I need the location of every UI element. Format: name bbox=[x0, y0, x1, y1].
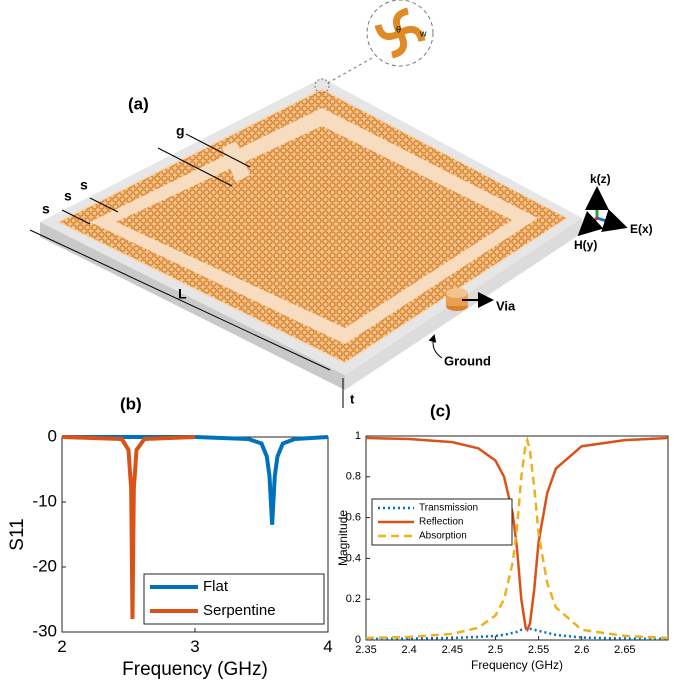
x-tick-label: 2.45 bbox=[442, 644, 463, 656]
x-tick-label: 2.55 bbox=[528, 644, 549, 656]
y-tick-label: 1 bbox=[355, 430, 361, 442]
panel-label: (c) bbox=[430, 401, 451, 420]
x-tick-label: 3 bbox=[190, 637, 199, 656]
x-tick-label: 2.6 bbox=[574, 644, 589, 656]
dimension-label: s bbox=[42, 201, 50, 217]
x-tick-label: 2 bbox=[57, 637, 66, 656]
y-tick-label: 0.2 bbox=[346, 593, 361, 605]
legend-label: Transmission bbox=[419, 503, 478, 514]
inset-leader bbox=[326, 58, 372, 84]
x-tick-label: 2.5 bbox=[488, 644, 503, 656]
panel-a-diagram: θ w (a) g s s s L t Via Ground k(z) E(x)… bbox=[30, 0, 653, 408]
dimension-label: t bbox=[350, 391, 355, 406]
y-tick-label: 0 bbox=[48, 426, 57, 445]
dimension-label: L bbox=[178, 286, 187, 302]
callout: Via bbox=[496, 298, 516, 313]
y-tick-label: -20 bbox=[32, 556, 57, 575]
legend-label: Serpentine bbox=[203, 602, 276, 619]
callout: Ground bbox=[444, 353, 491, 368]
legend-label: Flat bbox=[203, 578, 229, 595]
axis-label: E(x) bbox=[630, 222, 653, 236]
panel-label: (a) bbox=[128, 94, 149, 113]
y-tick-label: 0.8 bbox=[346, 471, 361, 483]
y-tick-label: -30 bbox=[32, 621, 57, 640]
ground-arrow bbox=[433, 336, 442, 358]
x-tick-label: 2.4 bbox=[401, 644, 416, 656]
x-axis-label: Frequency (GHz) bbox=[122, 659, 268, 680]
dimension-label: s bbox=[80, 177, 88, 193]
y-axis-label: S11 bbox=[7, 518, 28, 550]
y-axis-label: Magnitude bbox=[336, 510, 350, 566]
page: {"figure":{"panel_a":{"label":"(a)","ins… bbox=[0, 0, 687, 683]
axis-e bbox=[597, 218, 622, 226]
axis-label: H(y) bbox=[574, 238, 597, 252]
legend-label: Reflection bbox=[419, 517, 463, 528]
axis-label: k(z) bbox=[590, 172, 611, 186]
dimension-label: s bbox=[64, 188, 72, 204]
axis-h bbox=[582, 218, 597, 232]
legend-label: Absorption bbox=[419, 531, 467, 542]
dimension-label: g bbox=[176, 123, 185, 139]
inset-label: w bbox=[419, 28, 427, 38]
inset-label: θ bbox=[396, 24, 401, 34]
y-tick-label: 0 bbox=[355, 634, 361, 646]
x-tick-label: 2.65 bbox=[614, 644, 635, 656]
via bbox=[446, 288, 468, 298]
x-axis-label: Frequency (GHz) bbox=[471, 658, 563, 672]
panel-label: (b) bbox=[120, 394, 142, 413]
figure: θ w (a) g s s s L t Via Ground k(z) E(x)… bbox=[0, 0, 687, 683]
y-tick-label: -10 bbox=[32, 491, 57, 510]
x-tick-label: 4 bbox=[323, 637, 332, 656]
